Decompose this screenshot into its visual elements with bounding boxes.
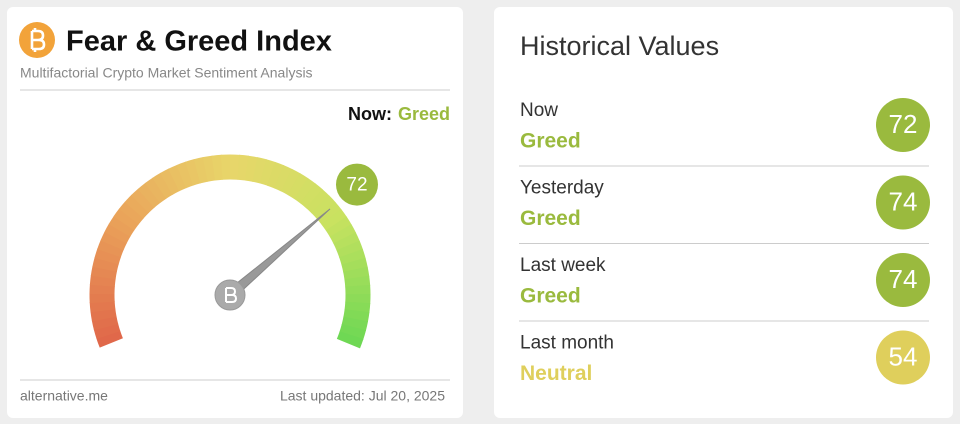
classification: Greed: [520, 207, 581, 230]
gauge-arc: [325, 216, 352, 238]
title: Fear & Greed Index: [66, 26, 332, 58]
gauge-arc: [244, 155, 259, 182]
gauge-arc: [333, 232, 360, 251]
value-badge-text: 72: [346, 175, 367, 196]
gauge-arc: [124, 194, 150, 219]
history-card: [494, 7, 953, 418]
gauge-arc: [343, 309, 370, 323]
gauge-arc: [237, 154, 249, 181]
gauge-arc: [287, 173, 309, 200]
gauge-arc: [91, 315, 119, 331]
gauge-arc: [336, 331, 364, 349]
score: 54: [889, 341, 918, 371]
score-circle: [876, 175, 930, 230]
gauge-arc: [211, 154, 224, 181]
gauge-arc: [336, 240, 364, 258]
history-list: Now Greed 72 Yesterday Greed 74 Last week Greed…: [519, 98, 930, 385]
score: 74: [889, 264, 918, 294]
gauge-arc: [185, 159, 201, 186]
gauge-arc: [341, 316, 369, 331]
gauge-arc: [299, 183, 323, 209]
now-label: Now:: [348, 104, 392, 124]
period: Last month: [520, 333, 614, 354]
gauge-arc: [89, 301, 116, 313]
gauge-arc: [130, 188, 155, 214]
classification: Neutral: [520, 362, 592, 385]
period: Now: [520, 100, 558, 121]
gauge-arc: [104, 223, 131, 244]
gauge-arc: [144, 177, 167, 204]
gauge-arc: [152, 172, 174, 199]
score: 74: [889, 186, 918, 216]
now-line: Now: Greed: [348, 104, 450, 124]
gauge-arc: [100, 231, 127, 251]
gauge-arc: [90, 266, 118, 280]
gauge-arc: [93, 323, 121, 340]
hub-logo: [225, 287, 238, 303]
gauge-arc: [280, 168, 301, 196]
gauge-arc: [118, 201, 144, 225]
source: alternative.me: [20, 388, 108, 404]
score-circle: [876, 330, 930, 385]
updated: Last updated: Jul 20, 2025: [280, 388, 445, 404]
gauge-arc: [321, 209, 347, 231]
gauge-arc: [193, 157, 209, 184]
gauge-arc: [311, 195, 336, 220]
gauge-arc: [252, 157, 267, 184]
gauge-arc: [90, 308, 117, 322]
classification: Greed: [520, 130, 581, 153]
gauge-arc: [96, 330, 123, 348]
score-circle: [876, 253, 930, 307]
gauge-arc: [176, 161, 194, 189]
gauge-arc: [168, 164, 187, 192]
gauge-arc: [137, 182, 161, 208]
gauge-arc: [113, 208, 140, 231]
gauge-arc: [305, 189, 330, 214]
gauge-arc: [343, 266, 370, 280]
now-class: Greed: [398, 104, 450, 124]
period: Last week: [520, 255, 606, 276]
bitcoin-logo: [19, 22, 55, 58]
gauge-arc: [259, 159, 276, 186]
score-circle: [876, 98, 930, 152]
gauge-arc: [94, 248, 122, 265]
gauge-arc: [339, 323, 367, 340]
gauge-arc: [92, 257, 119, 272]
gauge-arc: [89, 275, 116, 287]
gauge-arc: [108, 215, 135, 237]
gauge-arc: [339, 249, 366, 266]
gauge: 72: [89, 154, 378, 349]
gauge-arc: [202, 155, 216, 182]
classification: Greed: [520, 285, 581, 308]
gauge-arc: [344, 301, 371, 314]
gauge-arc: [329, 224, 357, 245]
gauge-arc: [344, 275, 371, 288]
gauge-arc: [160, 168, 180, 195]
gauge-arc: [273, 165, 293, 192]
gauge-arc: [341, 257, 368, 273]
history-title: Historical Values: [520, 31, 719, 61]
period: Yesterday: [520, 178, 604, 199]
gauge-arc: [266, 161, 285, 189]
value-badge: [335, 163, 378, 206]
subtitle: Multifactorial Crypto Market Sentiment A…: [20, 65, 313, 81]
gauge-arc: [293, 177, 316, 204]
score: 72: [889, 109, 918, 139]
gauge-arc: [97, 239, 124, 258]
